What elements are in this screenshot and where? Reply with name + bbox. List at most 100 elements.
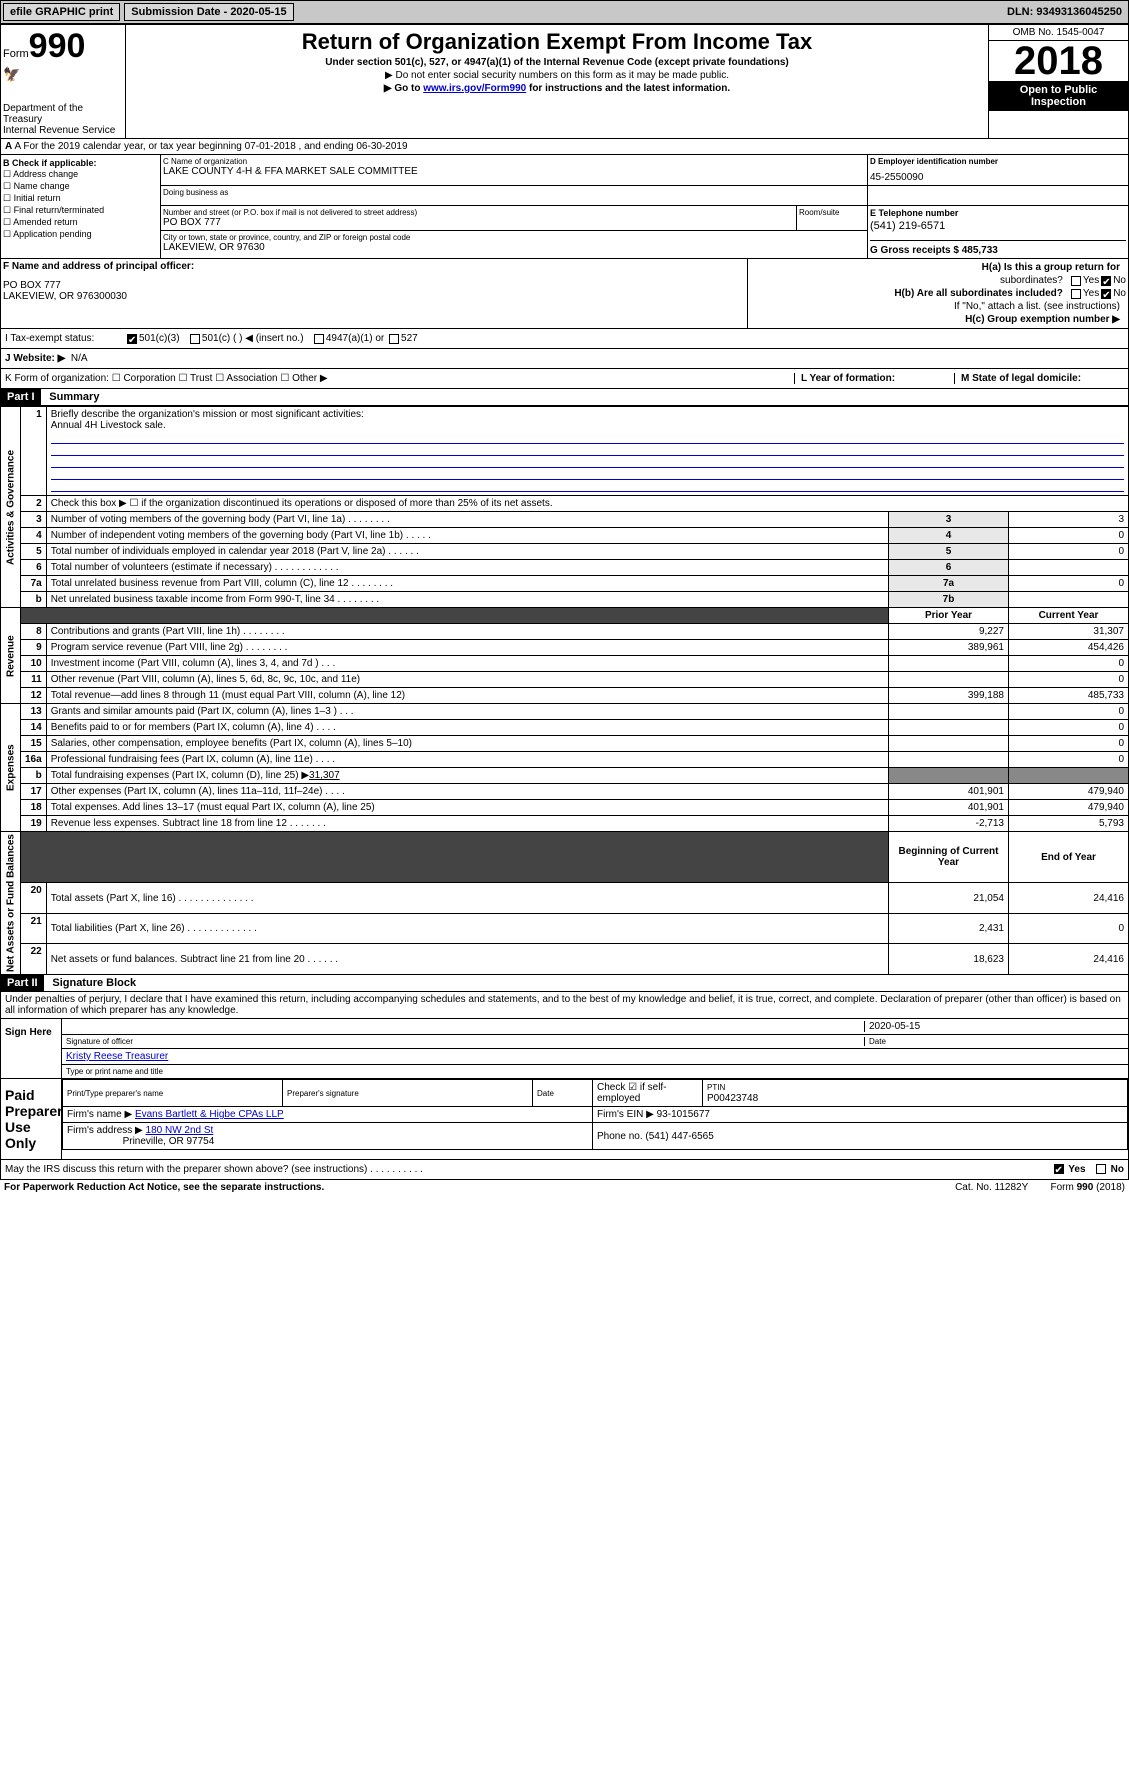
current-year-header: Current Year xyxy=(1009,608,1129,624)
line17-curr: 479,940 xyxy=(1009,784,1129,800)
line2-desc: Check this box ▶ ☐ if the organization d… xyxy=(46,496,1128,512)
firm-name-link[interactable]: Evans Bartlett & Higbe CPAs LLP xyxy=(135,1109,284,1120)
ha2-label: subordinates? xyxy=(750,275,1069,286)
line18-prior: 401,901 xyxy=(889,800,1009,816)
declaration-text: Under penalties of perjury, I declare th… xyxy=(0,992,1129,1019)
line11-desc: Other revenue (Part VIII, column (A), li… xyxy=(46,672,888,688)
line12-curr: 485,733 xyxy=(1009,688,1129,704)
ha-yes-cb[interactable] xyxy=(1071,276,1081,286)
part1-title: Summary xyxy=(43,391,99,403)
room-label: Room/suite xyxy=(799,208,865,217)
row-a-tax-year: A A For the 2019 calendar year, or tax y… xyxy=(0,139,1129,155)
col-b-title: B Check if applicable: xyxy=(3,158,97,168)
header-bar: efile GRAPHIC print Submission Date - 20… xyxy=(0,0,1129,24)
end-year-header: End of Year xyxy=(1009,832,1129,883)
line7b-val xyxy=(1009,592,1129,608)
phone-label: E Telephone number xyxy=(870,208,1126,218)
part1-header-row: Part I Summary xyxy=(0,389,1129,406)
mayirs-yes-cb[interactable]: ✔ xyxy=(1054,1164,1064,1174)
ptin-value: P00423748 xyxy=(707,1093,758,1104)
col-cd: C Name of organization LAKE COUNTY 4-H &… xyxy=(161,155,1128,258)
hc-label: H(c) Group exemption number ▶ xyxy=(965,314,1120,325)
firm-ein-value: 93-1015677 xyxy=(657,1109,710,1120)
row-j-website: J Website: ▶ N/A xyxy=(0,349,1129,369)
line9-curr: 454,426 xyxy=(1009,640,1129,656)
summary-table: Activities & Governance 1 Briefly descri… xyxy=(0,406,1129,975)
phone-value: (541) 219-6571 xyxy=(870,220,1126,232)
line5-val: 0 xyxy=(1009,544,1129,560)
line14-desc: Benefits paid to or for members (Part IX… xyxy=(46,720,888,736)
line18-curr: 479,940 xyxy=(1009,800,1129,816)
efile-button[interactable]: efile GRAPHIC print xyxy=(3,3,120,21)
line7b-desc: Net unrelated business taxable income fr… xyxy=(46,592,888,608)
lineb-val: 31,307 xyxy=(309,770,340,781)
cb-amended[interactable]: ☐ Amended return xyxy=(3,217,158,228)
4947-cb[interactable] xyxy=(314,334,324,344)
prep-phone-value: (541) 447-6565 xyxy=(645,1131,713,1142)
line8-prior: 9,227 xyxy=(889,624,1009,640)
form-org-type: K Form of organization: ☐ Corporation ☐ … xyxy=(5,373,794,384)
sig-date: 2020-05-15 xyxy=(869,1021,920,1032)
line5-desc: Total number of individuals employed in … xyxy=(46,544,888,560)
line10-prior xyxy=(889,656,1009,672)
line16a-curr: 0 xyxy=(1009,752,1129,768)
name-label: C Name of organization xyxy=(163,157,865,166)
dba-label: Doing business as xyxy=(163,188,865,197)
principal-officer: F Name and address of principal officer:… xyxy=(1,259,748,328)
501c3-cb[interactable]: ✔ xyxy=(127,334,137,344)
org-name-block: C Name of organization LAKE COUNTY 4-H &… xyxy=(161,155,868,186)
firm-addr1[interactable]: 180 NW 2nd St xyxy=(146,1125,214,1136)
form-number: 990 xyxy=(29,27,86,65)
line22-prior: 18,623 xyxy=(889,944,1009,975)
line14-curr: 0 xyxy=(1009,720,1129,736)
officer-name-link[interactable]: Kristy Reese Treasurer xyxy=(66,1051,168,1062)
line13-curr: 0 xyxy=(1009,704,1129,720)
line18-desc: Total expenses. Add lines 13–17 (must eq… xyxy=(46,800,888,816)
paperwork-notice: For Paperwork Reduction Act Notice, see … xyxy=(4,1182,324,1193)
may-irs-row: May the IRS discuss this return with the… xyxy=(0,1160,1129,1180)
year-block: OMB No. 1545-0047 2018 Open to PublicIns… xyxy=(988,25,1128,138)
website-value: N/A xyxy=(71,353,88,364)
row-i-tax-status: I Tax-exempt status: ✔ 501(c)(3) 501(c) … xyxy=(0,329,1129,349)
website-label: J Website: ▶ xyxy=(5,353,65,364)
dln-text: DLN: 93493136045250 xyxy=(1007,6,1126,18)
irs-link[interactable]: www.irs.gov/Form990 xyxy=(423,83,526,94)
ein-block: D Employer identification number 45-2550… xyxy=(868,155,1128,186)
dept-treasury: Department of the Treasury xyxy=(3,103,123,125)
part2-title: Signature Block xyxy=(46,977,136,989)
col-b-checkboxes: B Check if applicable: ☐ Address change … xyxy=(1,155,161,258)
submission-button[interactable]: Submission Date - 2020-05-15 xyxy=(124,3,293,21)
form-id-block: Form990 🦅 Department of the Treasury Int… xyxy=(1,25,126,138)
mayirs-no-cb[interactable] xyxy=(1096,1164,1106,1174)
cb-initial-return[interactable]: ☐ Initial return xyxy=(3,193,158,204)
state-domicile: M State of legal domicile: xyxy=(961,373,1081,384)
line1-desc: Briefly describe the organization's miss… xyxy=(51,409,364,420)
line17-desc: Other expenses (Part IX, column (A), lin… xyxy=(46,784,888,800)
mission-lines xyxy=(51,443,1124,493)
ptin-label: PTIN xyxy=(707,1083,725,1092)
cb-name-change[interactable]: ☐ Name change xyxy=(3,181,158,192)
prior-year-header: Prior Year xyxy=(889,608,1009,624)
cb-application-pending[interactable]: ☐ Application pending xyxy=(3,229,158,240)
line14-prior xyxy=(889,720,1009,736)
sig-officer-label: Signature of officer xyxy=(66,1037,864,1046)
527-cb[interactable] xyxy=(389,334,399,344)
mission-text: Annual 4H Livestock sale. xyxy=(51,420,166,431)
ha-no-cb[interactable]: ✔ xyxy=(1101,276,1111,286)
self-employed-cb[interactable]: Check ☑ if self-employed xyxy=(597,1082,667,1104)
paid-prep-label: Paid Preparer Use Only xyxy=(1,1079,61,1159)
tax-year: 2018 xyxy=(989,41,1128,81)
501c-cb[interactable] xyxy=(190,334,200,344)
section-fh: F Name and address of principal officer:… xyxy=(0,259,1129,329)
hb-no-cb[interactable]: ✔ xyxy=(1101,289,1111,299)
ha-label: H(a) Is this a group return for xyxy=(982,262,1120,273)
line19-desc: Revenue less expenses. Subtract line 18 … xyxy=(46,816,888,832)
side-expenses: Expenses xyxy=(1,704,21,832)
officer-addr2: LAKEVIEW, OR 976300030 xyxy=(3,291,745,302)
hb-yes-cb[interactable] xyxy=(1071,289,1081,299)
cb-address-change[interactable]: ☐ Address change xyxy=(3,169,158,180)
line9-prior: 389,961 xyxy=(889,640,1009,656)
begin-year-header: Beginning of Current Year xyxy=(889,832,1009,883)
cb-final-return[interactable]: ☐ Final return/terminated xyxy=(3,205,158,216)
main-title: Return of Organization Exempt From Incom… xyxy=(130,29,984,55)
